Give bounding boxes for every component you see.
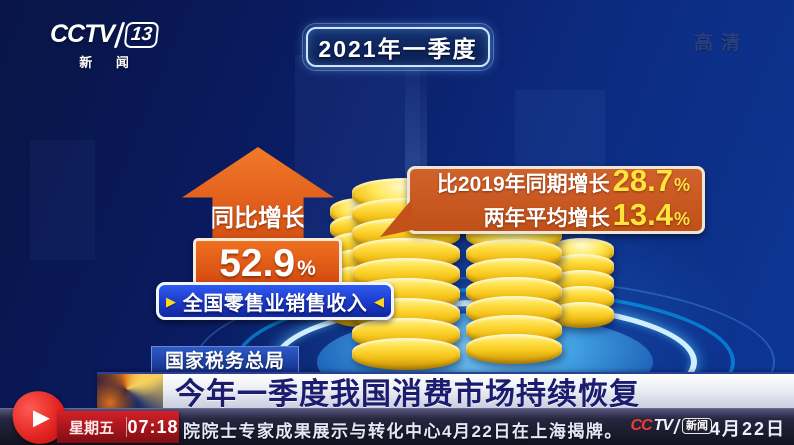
headline-bar: 今年一季度我国消费市场持续恢复 xyxy=(97,372,794,411)
time-divider xyxy=(126,417,127,437)
yoy-growth-value: 52.9 xyxy=(219,241,296,285)
pill-arrow-right-icon: ◀ xyxy=(374,293,384,309)
cctv-news-logo-slash xyxy=(673,418,681,434)
metric-category-label: 全国零售业销售收入 xyxy=(182,292,368,315)
coin-stack xyxy=(352,178,460,370)
cctv-news-logo-badge: 新闻 xyxy=(682,418,712,434)
yoy-growth-value-box: 52.9 % xyxy=(193,238,342,288)
date-label: 4月22日 xyxy=(709,419,786,439)
channel-logo-subtitle: 新 闻 xyxy=(79,55,139,70)
program-emblem xyxy=(97,374,163,408)
coin xyxy=(352,338,460,370)
yoy-growth-label: 同比增长 xyxy=(210,205,306,232)
background-panel xyxy=(30,140,95,260)
play-triangle-icon: ▶ xyxy=(32,404,50,430)
comparison-callout: 比2019年同期增长 28.7 % 两年平均增长 13.4 % xyxy=(380,163,705,237)
channel-logo-cctv: CCTV xyxy=(50,20,115,48)
headline-text: 今年一季度我国消费市场持续恢复 xyxy=(175,378,640,411)
cctv-news-logo-cc: CC xyxy=(630,417,652,434)
period-badge: 2021年一季度 xyxy=(302,23,494,71)
comparison-1-label: 比2019年同期增长 xyxy=(436,173,610,196)
comparison-2-value: 13.4 xyxy=(612,197,673,232)
cctv-news-logo: CC TV 新闻 xyxy=(630,417,712,435)
channel-logo-number: 13 xyxy=(123,21,160,48)
source-agency-tag: 国家税务总局 xyxy=(151,346,300,373)
comparison-1-value: 28.7 xyxy=(612,163,673,198)
hd-watermark: 高清 xyxy=(694,33,749,54)
coin-stack xyxy=(466,220,562,365)
news-ticker-text: 院院士专家成果展示与转化中心4月22日在上海揭牌。 xyxy=(183,422,623,441)
metric-category-pill: ▶ 全国零售业销售收入 ◀ xyxy=(156,282,394,320)
coin xyxy=(466,334,562,365)
pill-arrow-left-icon: ▶ xyxy=(166,293,176,309)
cctv-news-logo-tv: TV xyxy=(653,417,673,434)
clock-time: 07:18 xyxy=(127,416,179,437)
comparison-2-unit: % xyxy=(673,209,690,229)
time-box: 星期五 07:18 xyxy=(57,411,179,443)
weekday-label: 星期五 xyxy=(68,419,114,437)
channel-logo: CCTV 13 新 闻 xyxy=(50,20,160,71)
comparison-1-unit: % xyxy=(673,175,690,195)
comparison-2-label: 两年平均增长 xyxy=(483,207,610,230)
yoy-growth-unit: % xyxy=(297,257,316,280)
